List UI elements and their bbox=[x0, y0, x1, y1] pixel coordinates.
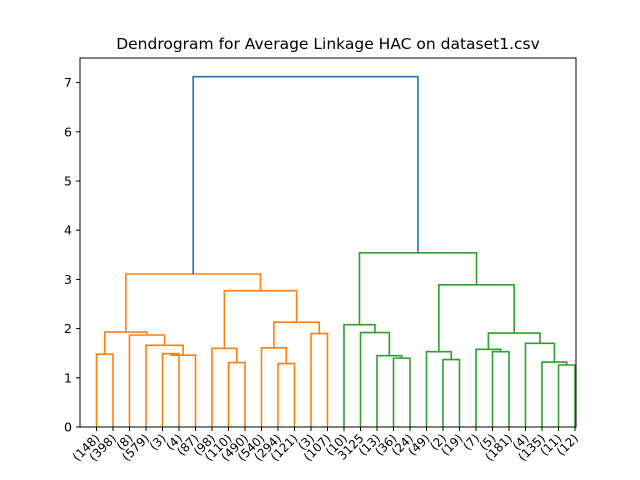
y-tick-label: 2 bbox=[64, 321, 72, 336]
y-axis: 0 1 2 3 4 5 6 7 bbox=[64, 75, 80, 435]
chart-title: Dendrogram for Average Linkage HAC on da… bbox=[116, 35, 540, 53]
y-tick-label: 3 bbox=[64, 272, 72, 287]
y-tick-label: 7 bbox=[64, 75, 72, 90]
y-tick-label: 5 bbox=[64, 174, 72, 189]
y-tick-label: 6 bbox=[64, 124, 72, 139]
dendrogram-links bbox=[95, 75, 576, 427]
y-tick-label: 4 bbox=[64, 223, 72, 238]
y-tick-label: 0 bbox=[64, 420, 72, 435]
dendrogram-link bbox=[192, 75, 419, 274]
y-tick-label: 1 bbox=[64, 370, 72, 385]
